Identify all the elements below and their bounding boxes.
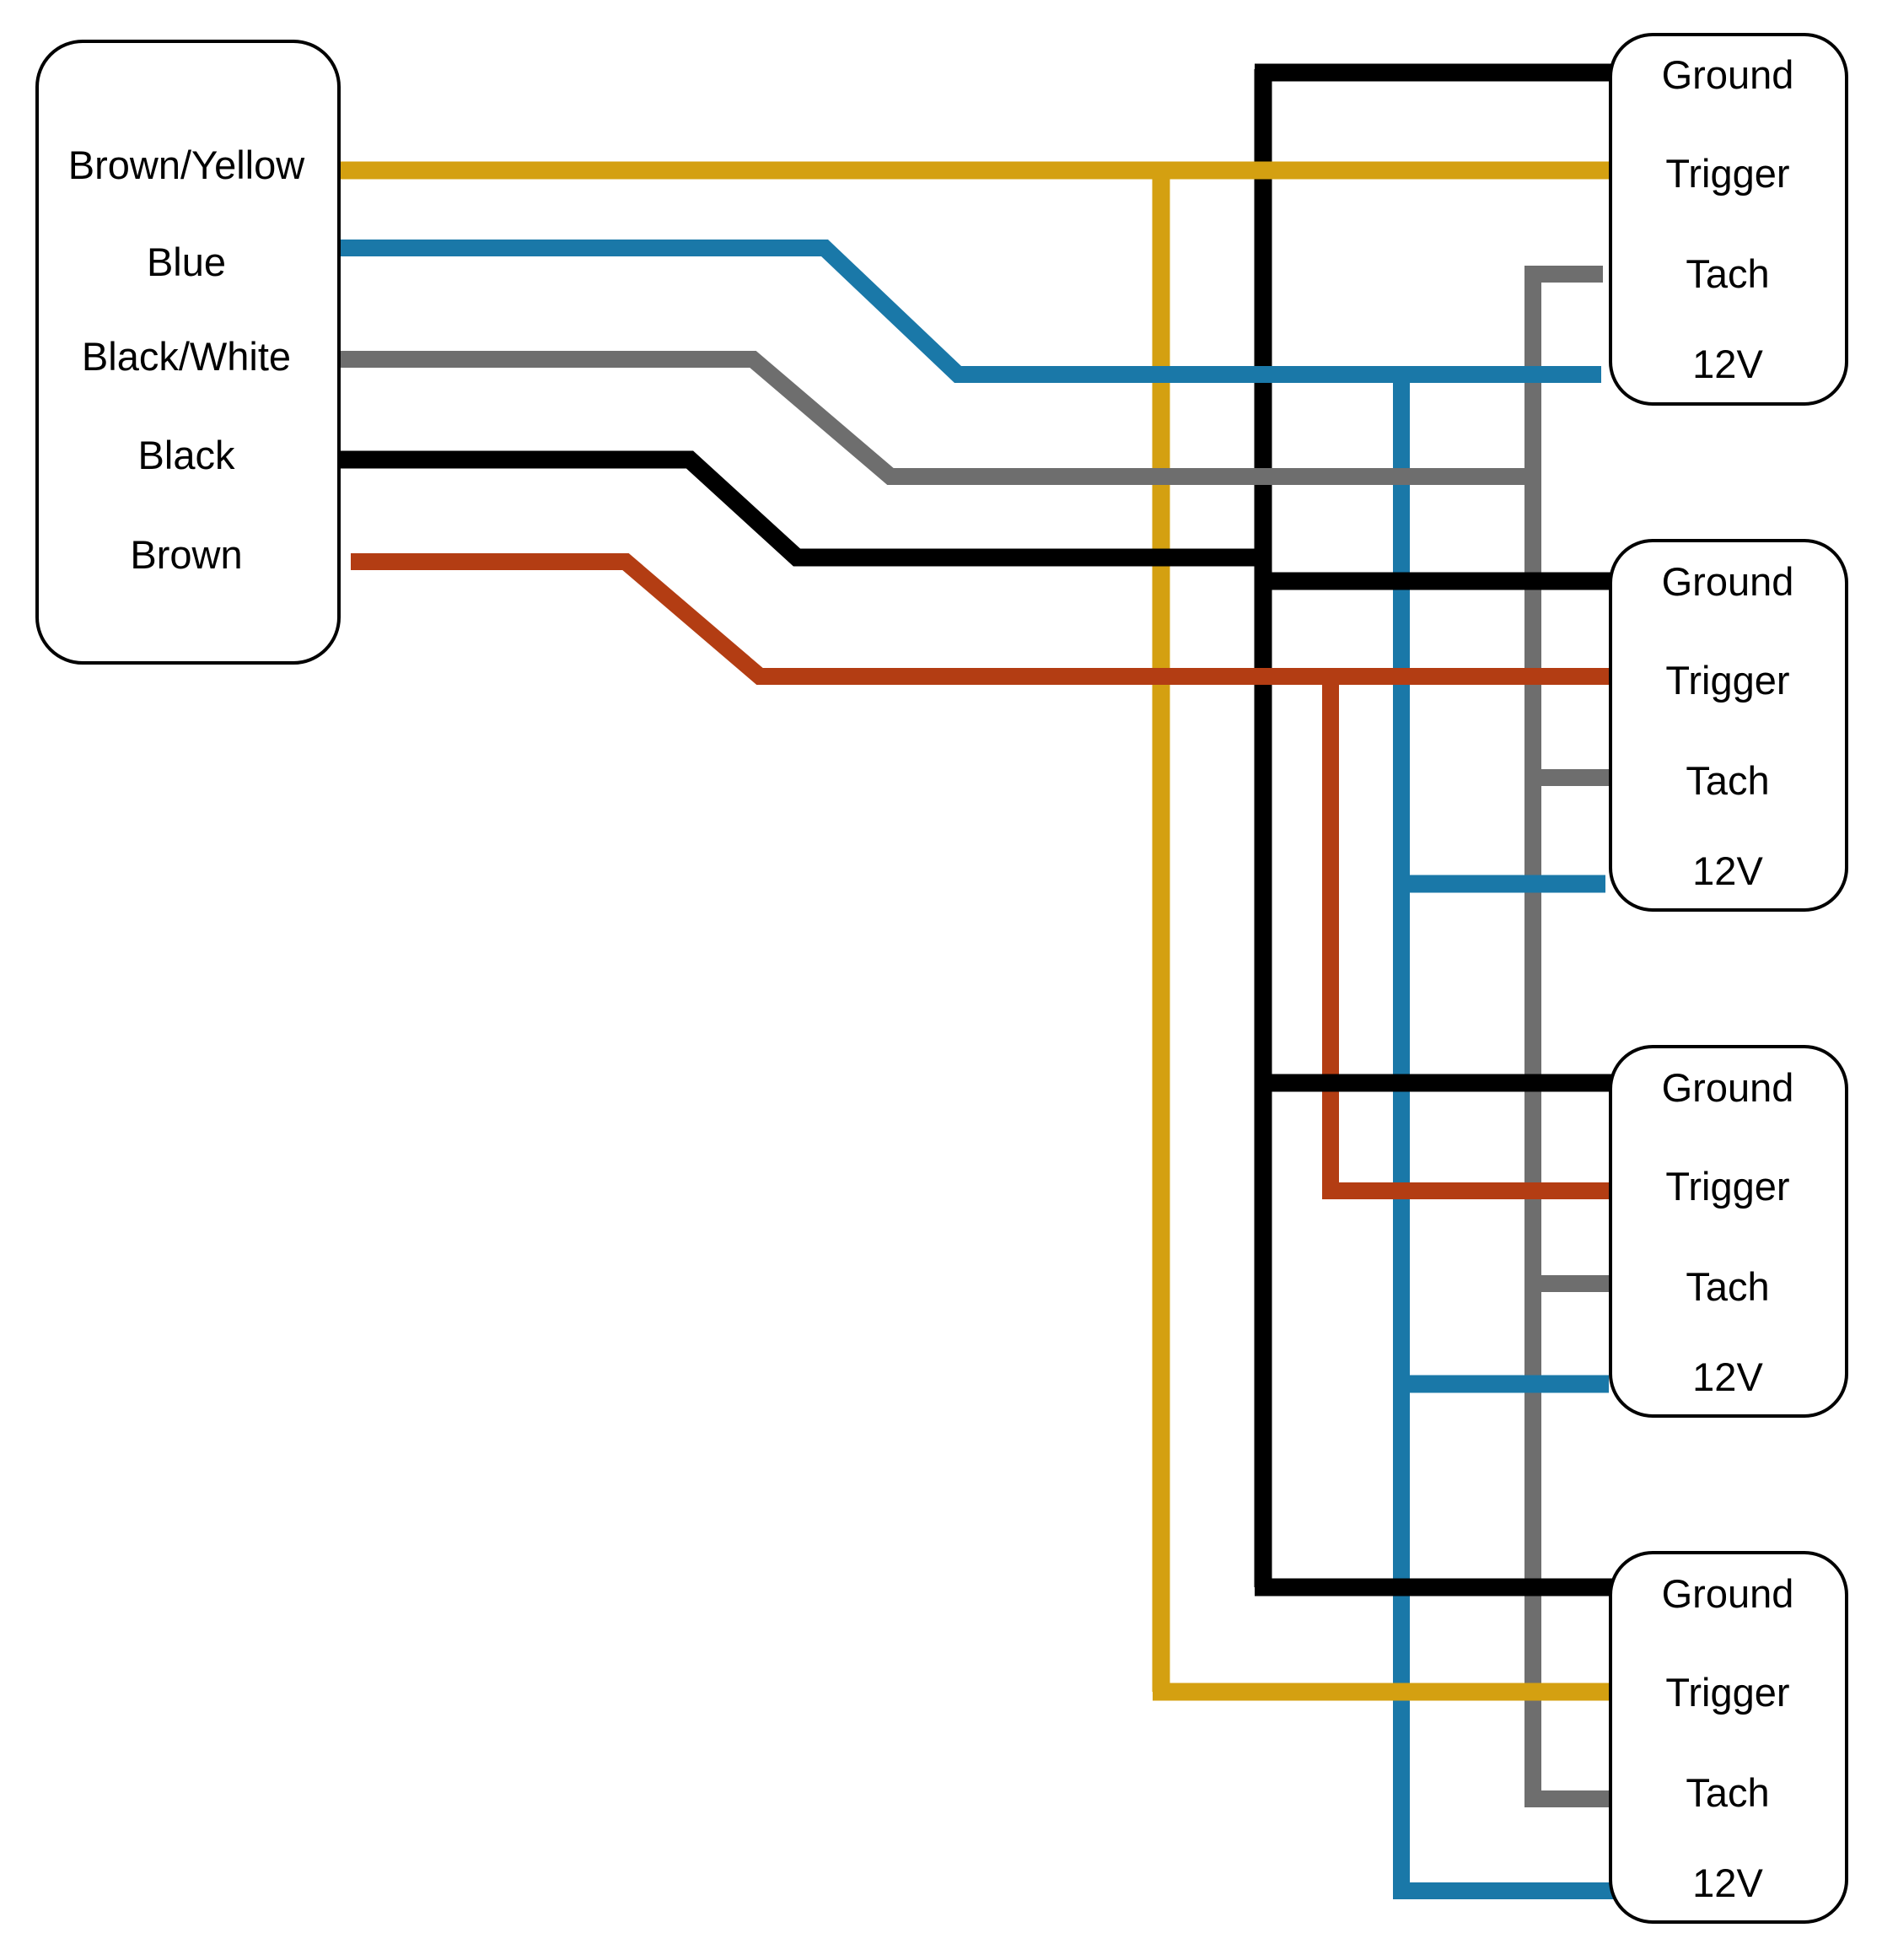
svg-text:Ground: Ground [1662,1571,1794,1616]
svg-text:Ground: Ground [1662,1065,1794,1110]
svg-text:Trigger: Trigger [1665,151,1789,196]
svg-text:12V: 12V [1692,848,1763,893]
svg-text:12V: 12V [1692,342,1763,386]
svg-text:Tach: Tach [1686,1770,1769,1815]
svg-text:Tach: Tach [1686,1264,1769,1309]
svg-text:Trigger: Trigger [1665,1670,1789,1715]
svg-text:Blue: Blue [147,240,226,284]
svg-text:Brown/Yellow: Brown/Yellow [68,143,305,187]
svg-text:12V: 12V [1692,1354,1763,1399]
svg-text:Black: Black [138,433,235,477]
svg-text:Ground: Ground [1662,52,1794,97]
svg-text:Tach: Tach [1686,758,1769,803]
svg-text:Tach: Tach [1686,251,1769,296]
svg-text:Trigger: Trigger [1665,658,1789,703]
svg-text:Ground: Ground [1662,559,1794,604]
svg-text:Black/White: Black/White [82,334,291,379]
svg-text:12V: 12V [1692,1860,1763,1905]
svg-text:Brown: Brown [130,532,242,577]
svg-text:Trigger: Trigger [1665,1164,1789,1209]
